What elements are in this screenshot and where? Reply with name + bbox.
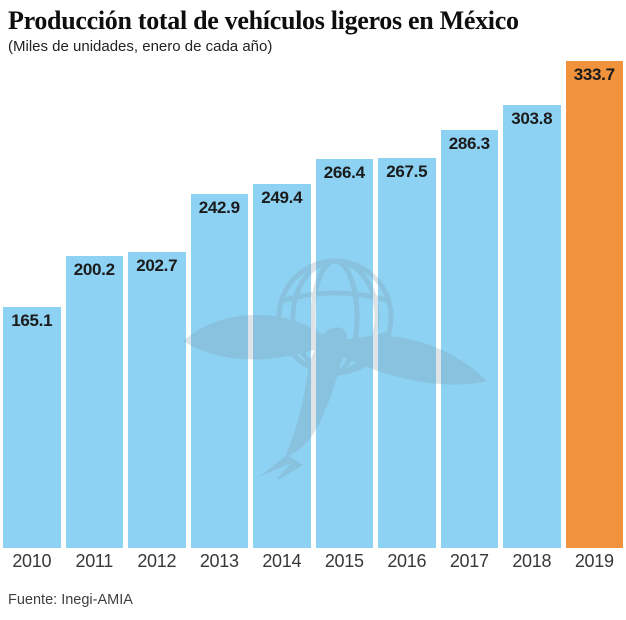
x-axis: 2010 2011 2012 2013 2014 2015 2016 2017 2018 2019 xyxy=(3,551,623,572)
bar-2013: 242.9 xyxy=(190,194,248,549)
source-note: Fuente: Inegi-AMIA xyxy=(8,592,133,609)
plot-area: 165.1 200.2 202.7 242.9 249.4 266.4 267.5 286.3… xyxy=(3,61,623,549)
bar-value-label-2016: 267.5 xyxy=(386,162,428,182)
bar-value-label-2015: 266.4 xyxy=(323,163,365,183)
x-tick-2010: 2010 xyxy=(12,551,52,572)
bar-value-label-2017: 286.3 xyxy=(448,134,490,154)
bar-2016: 267.5 xyxy=(378,158,436,549)
bar-value-label-2012: 202.7 xyxy=(136,256,178,276)
header: Producción total de vehículos ligeros en… xyxy=(0,6,626,55)
bar-2012: 202.7 xyxy=(128,252,186,549)
chart-title: Producción total de vehículos ligeros en… xyxy=(8,6,519,35)
bar-2010: 165.1 xyxy=(3,307,61,549)
x-tick-2018: 2018 xyxy=(512,551,552,572)
bar-value-label-2013: 242.9 xyxy=(198,198,240,218)
bar-value-label-2014: 249.4 xyxy=(261,188,303,208)
chart-subtitle: (Miles de unidades, enero de cada año) xyxy=(8,38,273,56)
x-tick-2013: 2013 xyxy=(199,551,239,572)
bar-value-label-2018: 303.8 xyxy=(511,109,553,129)
bars-container: 165.1 200.2 202.7 242.9 249.4 266.4 267.5 286.3… xyxy=(3,61,623,549)
bar-2011: 200.2 xyxy=(65,256,123,549)
x-tick-2011: 2011 xyxy=(75,551,113,572)
bar-2014: 249.4 xyxy=(253,184,311,549)
x-tick-2012: 2012 xyxy=(137,551,177,572)
x-tick-2019: 2019 xyxy=(574,551,614,572)
x-tick-2014: 2014 xyxy=(262,551,302,572)
bar-2017: 286.3 xyxy=(440,130,498,549)
bar-value-label-2010: 165.1 xyxy=(11,311,53,331)
bar-value-label-2011: 200.2 xyxy=(73,260,115,280)
x-tick-2016: 2016 xyxy=(387,551,427,572)
x-tick-2015: 2015 xyxy=(324,551,364,572)
bar-value-label-2019: 333.7 xyxy=(573,65,615,85)
x-tick-2017: 2017 xyxy=(449,551,489,572)
bar-2018: 303.8 xyxy=(503,105,561,549)
bar-2015: 266.4 xyxy=(315,159,373,549)
bar-2019: 333.7 xyxy=(565,61,623,549)
